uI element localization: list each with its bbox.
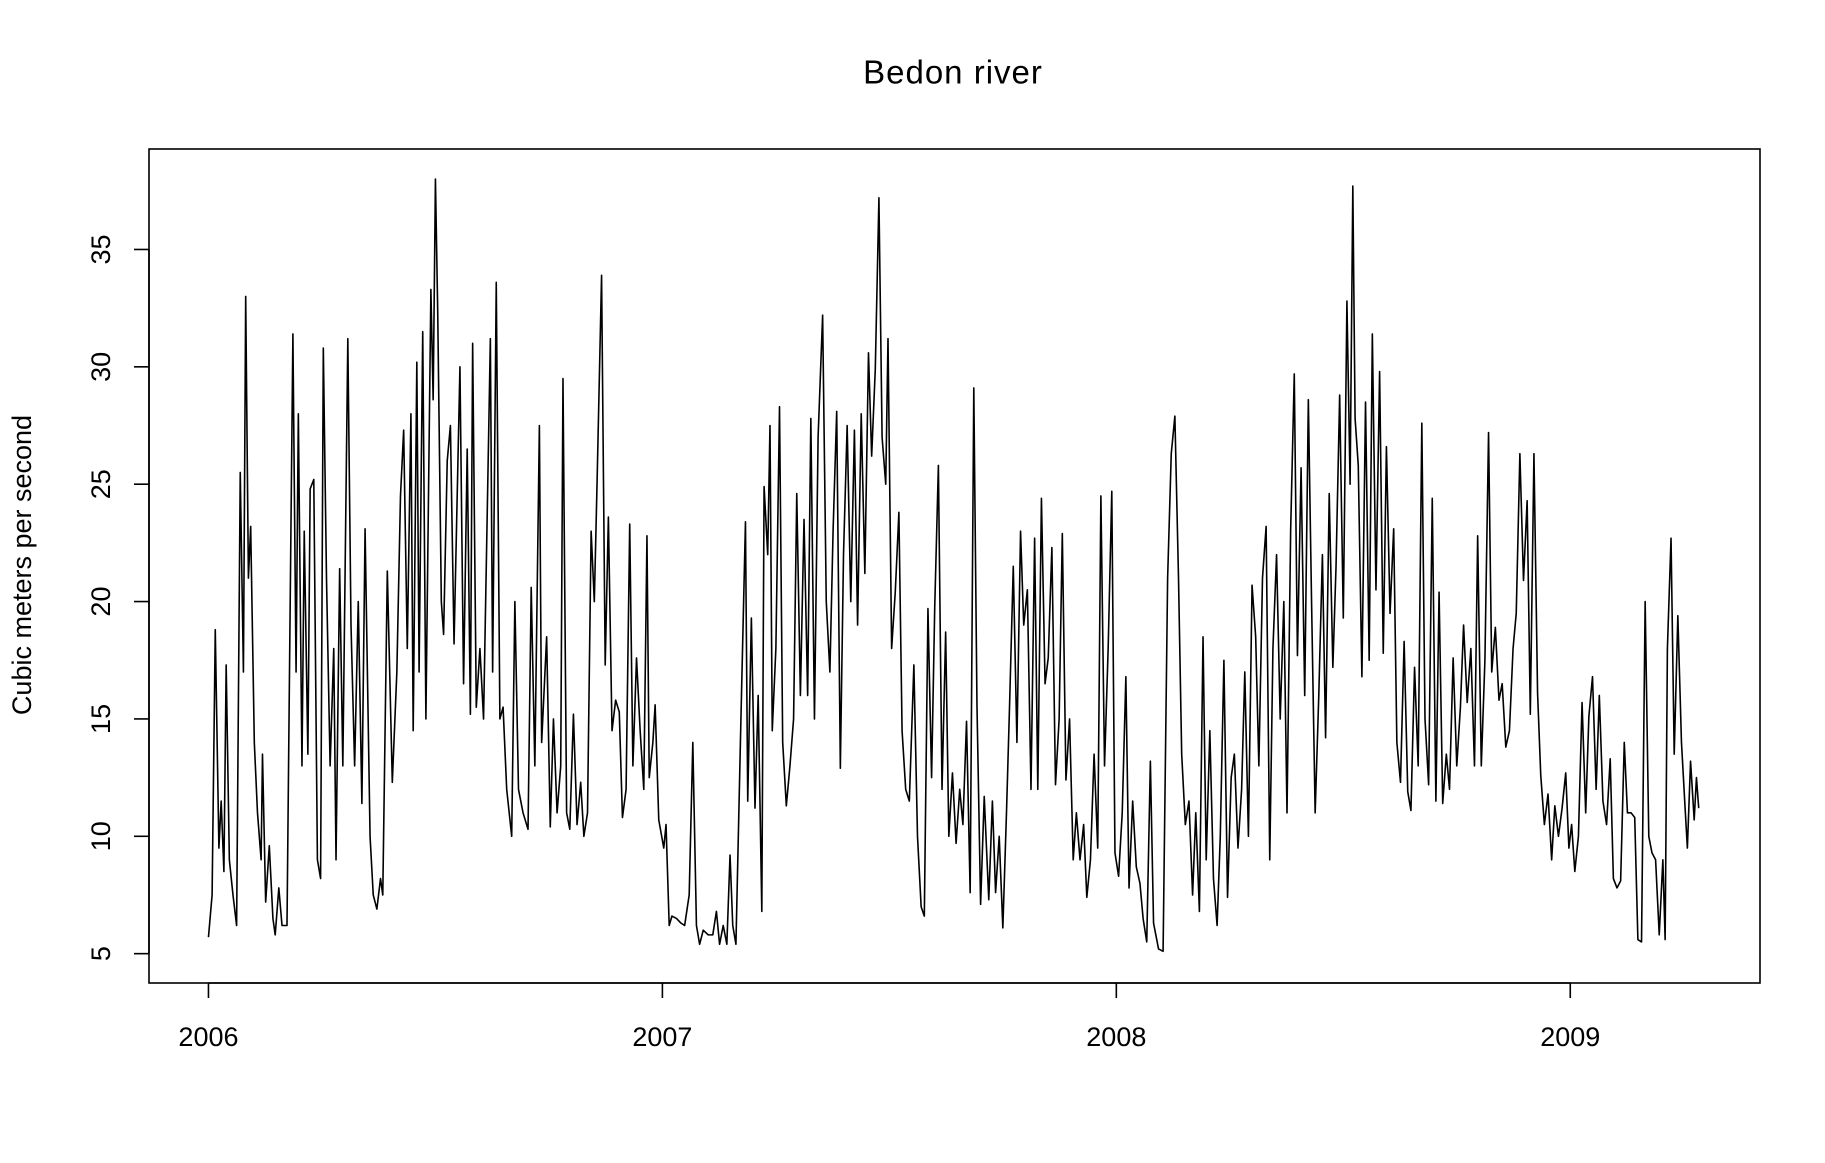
- y-tick-label: 20: [86, 587, 116, 617]
- y-tick-label: 35: [86, 234, 116, 264]
- x-tick-label: 2008: [1086, 1022, 1146, 1052]
- y-tick-label: 5: [86, 946, 116, 961]
- x-tick-label: 2007: [632, 1022, 692, 1052]
- data-line: [207, 178, 1700, 953]
- y-axis-label: Cubic meters per second: [7, 415, 37, 715]
- chart-title: Bedon river: [863, 54, 1043, 91]
- y-tick-label: 10: [86, 821, 116, 851]
- x-tick-label: 2009: [1540, 1022, 1600, 1052]
- y-tick-label: 25: [86, 469, 116, 499]
- y-tick-label: 30: [86, 352, 116, 382]
- y-tick-label: 15: [86, 704, 116, 734]
- x-tick-label: 2006: [178, 1022, 238, 1052]
